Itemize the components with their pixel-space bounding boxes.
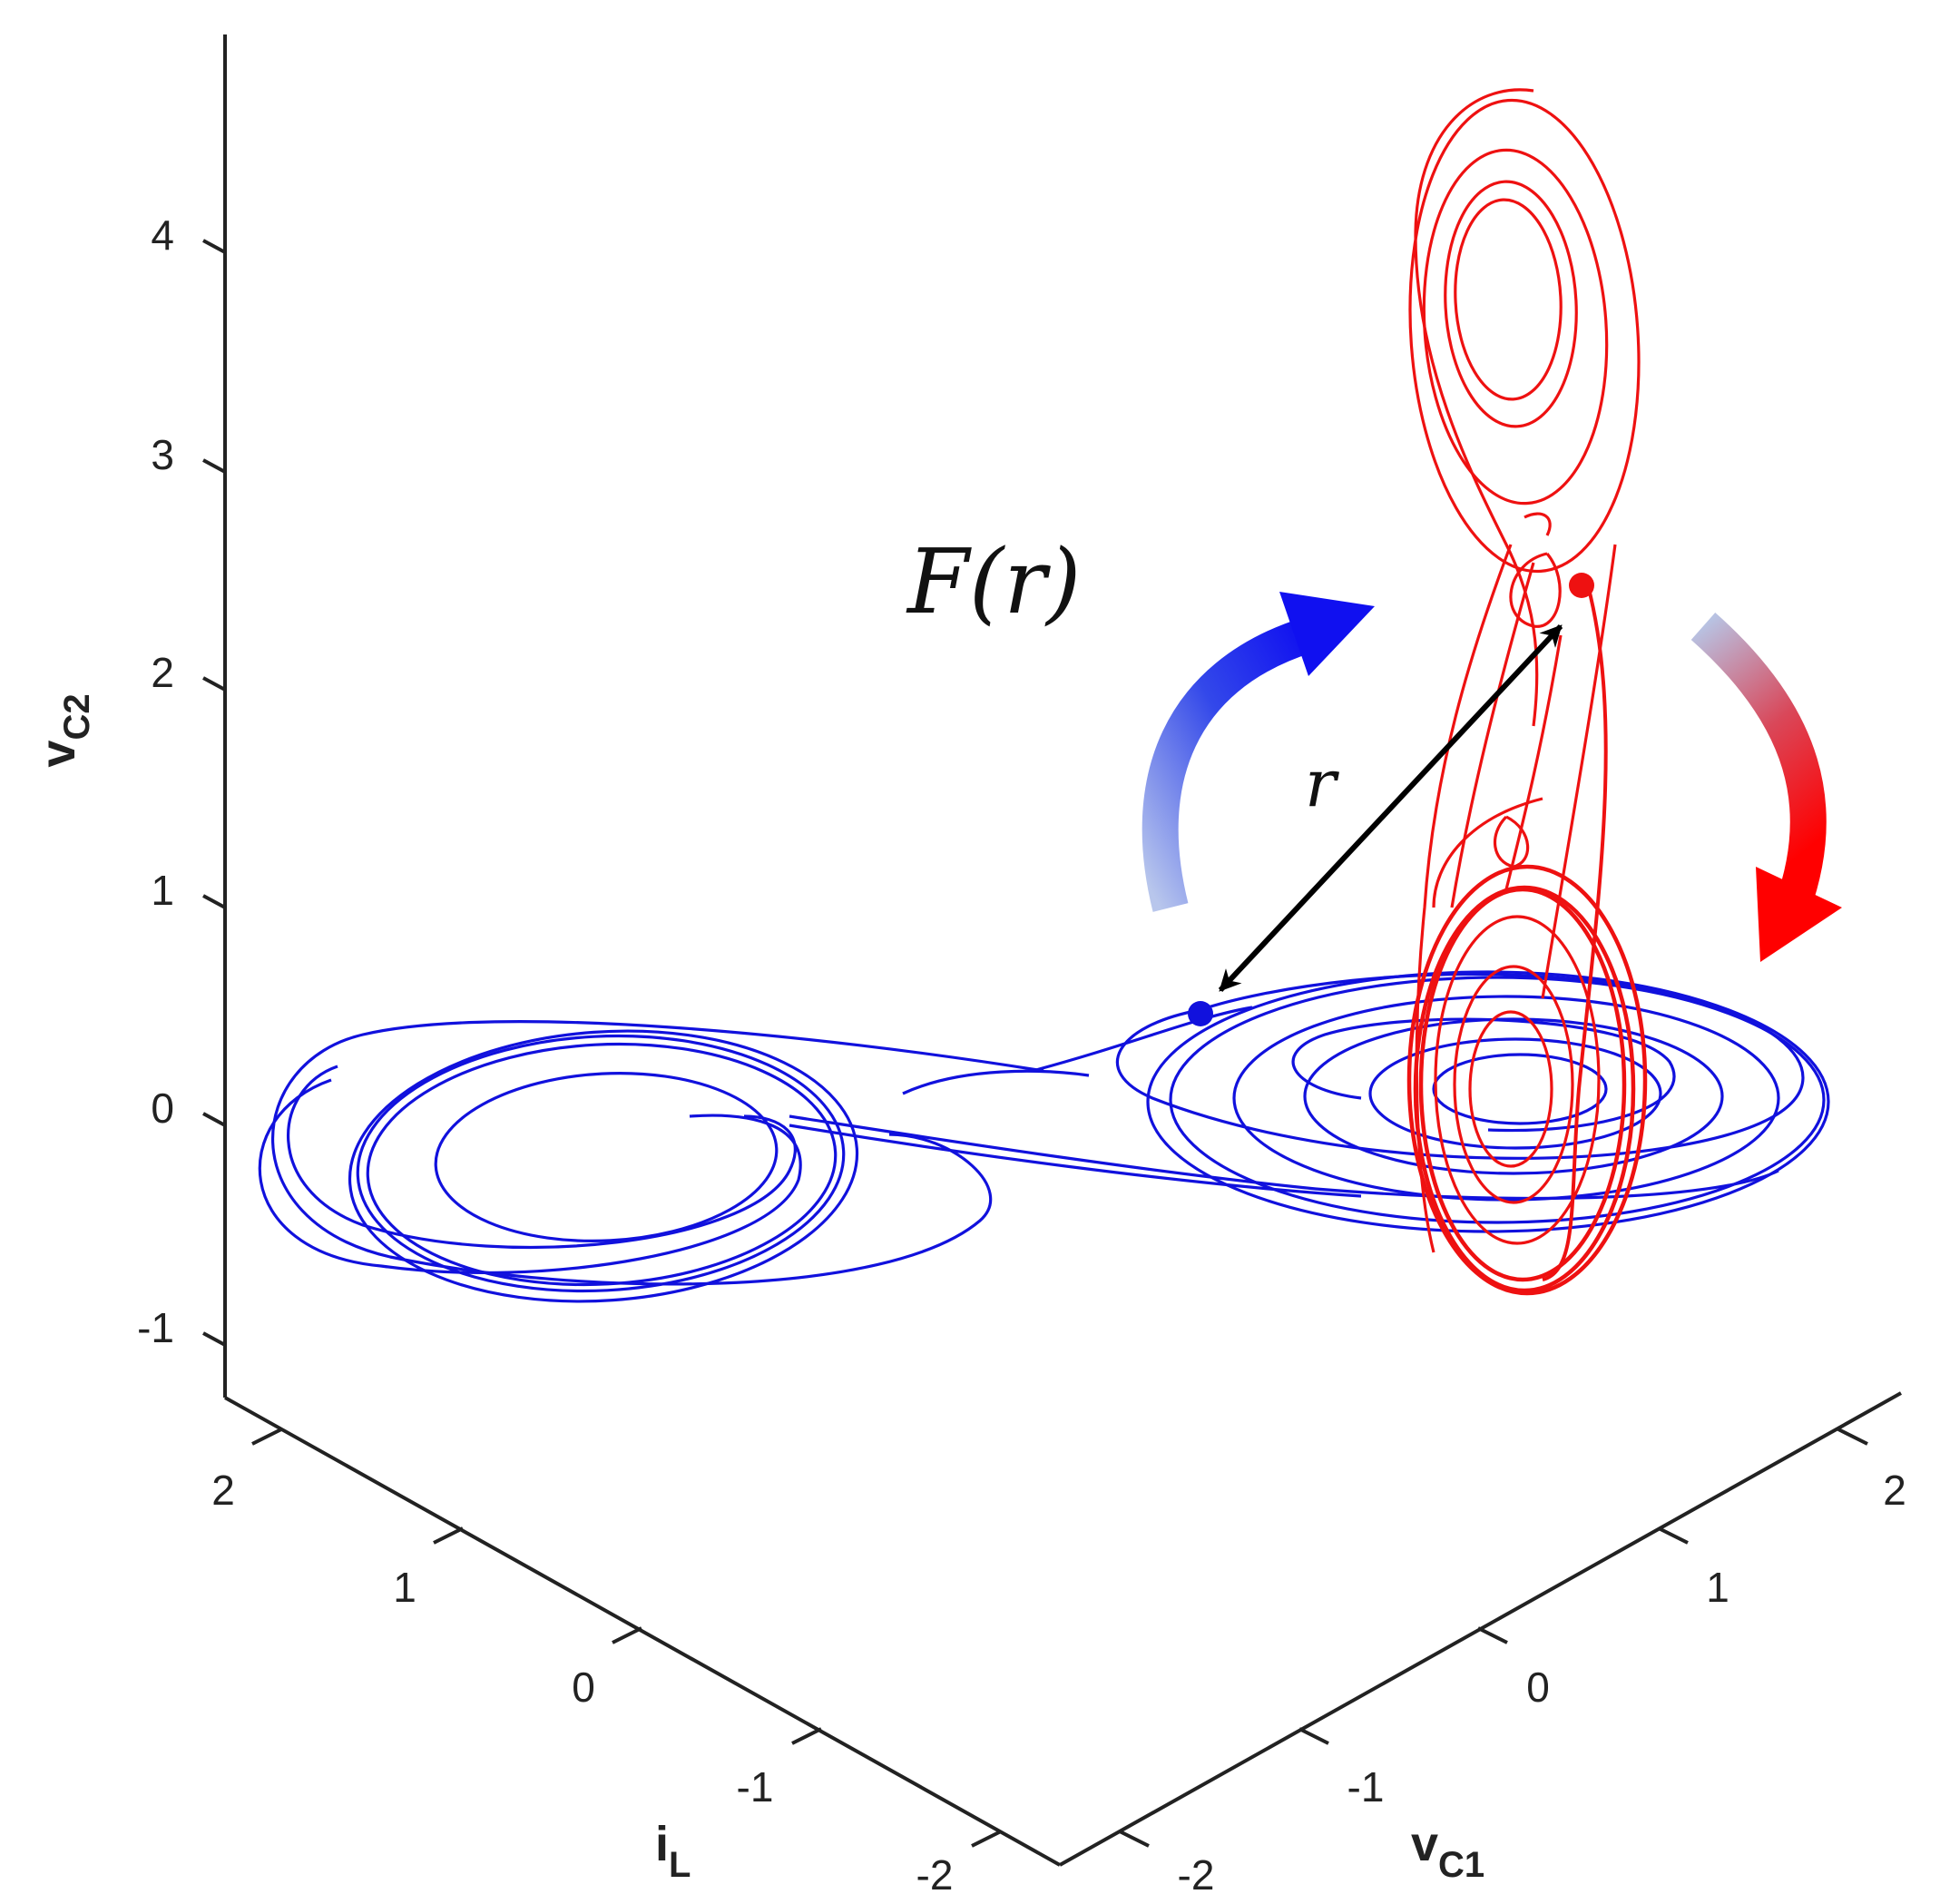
svg-text:vC2: vC2 [31,693,97,767]
iL-axis-label-sub: L [669,1845,691,1885]
vC1-tick-label: -1 [1347,1763,1385,1811]
red-trajectory-loop [1444,180,1578,428]
iL-axis-label: iL [655,1817,691,1885]
vC1-tick-mark [1477,1626,1508,1644]
vC1-tick-label: 2 [1883,1467,1906,1514]
red-trajectory-loop [1422,148,1609,505]
iL-axis-label-main: i [655,1817,669,1871]
vC2-tick-label: 0 [151,1084,174,1132]
vC2-tick-label: -1 [137,1304,174,1351]
iL-tick-label: -2 [916,1851,954,1899]
vC2-tick-mark [202,894,226,909]
blue-trajectory-bridge [1032,1006,1253,1073]
red-trajectory-loop [1468,1010,1553,1168]
red-trajectory-loop [1408,98,1641,574]
iL-tick-mark [791,1727,822,1745]
red-arrowhead [1756,867,1842,962]
vC1-axis-label: vC1 [1411,1817,1484,1885]
iL-tick-label: 0 [572,1664,595,1711]
blue-trajectory-bridge [902,1069,1090,1095]
iL-tick-label: 2 [211,1467,235,1514]
blue-trajectory-bridge [789,1114,1779,1201]
red-marked-point [1569,573,1594,598]
vC2-tick-label: 1 [151,867,174,914]
red-curved-arrow [1690,613,1842,962]
blue-trajectory-loop [287,1065,797,1250]
distance-label: r [1305,745,1339,821]
vC1-tick-mark [1298,1727,1329,1745]
iL-tick-mark [971,1830,1002,1848]
red-trajectory-stem [1542,584,1608,1281]
iL-tick-mark [251,1428,282,1446]
distance-arrow [1218,623,1563,993]
iL-ticks [251,1428,1002,1848]
blue-trajectory-loop [1368,1037,1662,1150]
blue-trajectory-loop [1232,995,1780,1202]
red-trajectory-loop [1414,88,1539,727]
red-trajectory-loop [1454,198,1563,401]
vC1-tick-mark [1119,1830,1150,1848]
blue-trajectory-loop [356,1034,846,1293]
blue-marked-point [1188,1001,1213,1026]
blue-trajectory-loop [1291,1017,1676,1133]
vC2-ticks [202,239,226,1347]
vC2-tick-label: 4 [151,211,174,259]
vC2-tick-mark [202,458,226,474]
vC1-tick-label: -2 [1178,1851,1215,1899]
vC2-tick-mark [202,1331,226,1347]
blue-trajectory-loop [1432,1053,1608,1125]
blue-trajectory-loop [270,1020,1044,1286]
blue-trajectory-loop [434,1072,779,1242]
vC2-tick-label: 2 [151,649,174,696]
vC2-axis-label: vC2 [31,693,97,767]
vC1-axis-label-sub: C1 [1438,1845,1484,1885]
map-label: F(r) [906,531,1081,634]
vC1-ticks [1119,1428,1868,1848]
vC1-axis-label-main: v [1411,1817,1438,1871]
vC1-tick-label: 0 [1526,1664,1550,1711]
iL-axis-line [224,1396,1061,1867]
blue-attractor-series [258,970,1830,1303]
vC2-tick-mark [202,676,226,692]
blue-trajectory-loop [258,1078,802,1274]
iL-tick-mark [612,1626,642,1644]
red-attractor-series [1406,88,1648,1296]
axes-frame: 4 3 2 1 0 -1 2 1 0 -1 -2 -2 -1 0 1 2 [31,34,1906,1899]
vC2-axis-label-sub: C2 [57,693,97,740]
iL-tick-label: -1 [737,1763,774,1811]
vC2-axis-label-main: v [31,741,85,768]
vC2-tick-label: 3 [151,431,174,478]
blue-trajectory-loop [1303,1017,1724,1175]
blue-trajectory-loop [348,1029,859,1303]
vC1-tick-label: 1 [1706,1564,1729,1611]
iL-tick-mark [433,1526,464,1545]
red-trajectory-loop [1524,512,1552,536]
vC1-tick-mark [1658,1526,1689,1545]
red-trajectory-stem [1450,562,1535,908]
blue-arrowhead [1279,592,1375,676]
blue-trajectory-bridge [789,1124,1362,1198]
blue-trajectory-loop [366,1042,838,1287]
blue-curved-arrow [1141,592,1375,912]
vC2-tick-mark [202,239,226,254]
iL-tick-label: 1 [393,1564,416,1611]
vC1-tick-mark [1837,1428,1868,1446]
vC2-tick-mark [202,1112,226,1127]
